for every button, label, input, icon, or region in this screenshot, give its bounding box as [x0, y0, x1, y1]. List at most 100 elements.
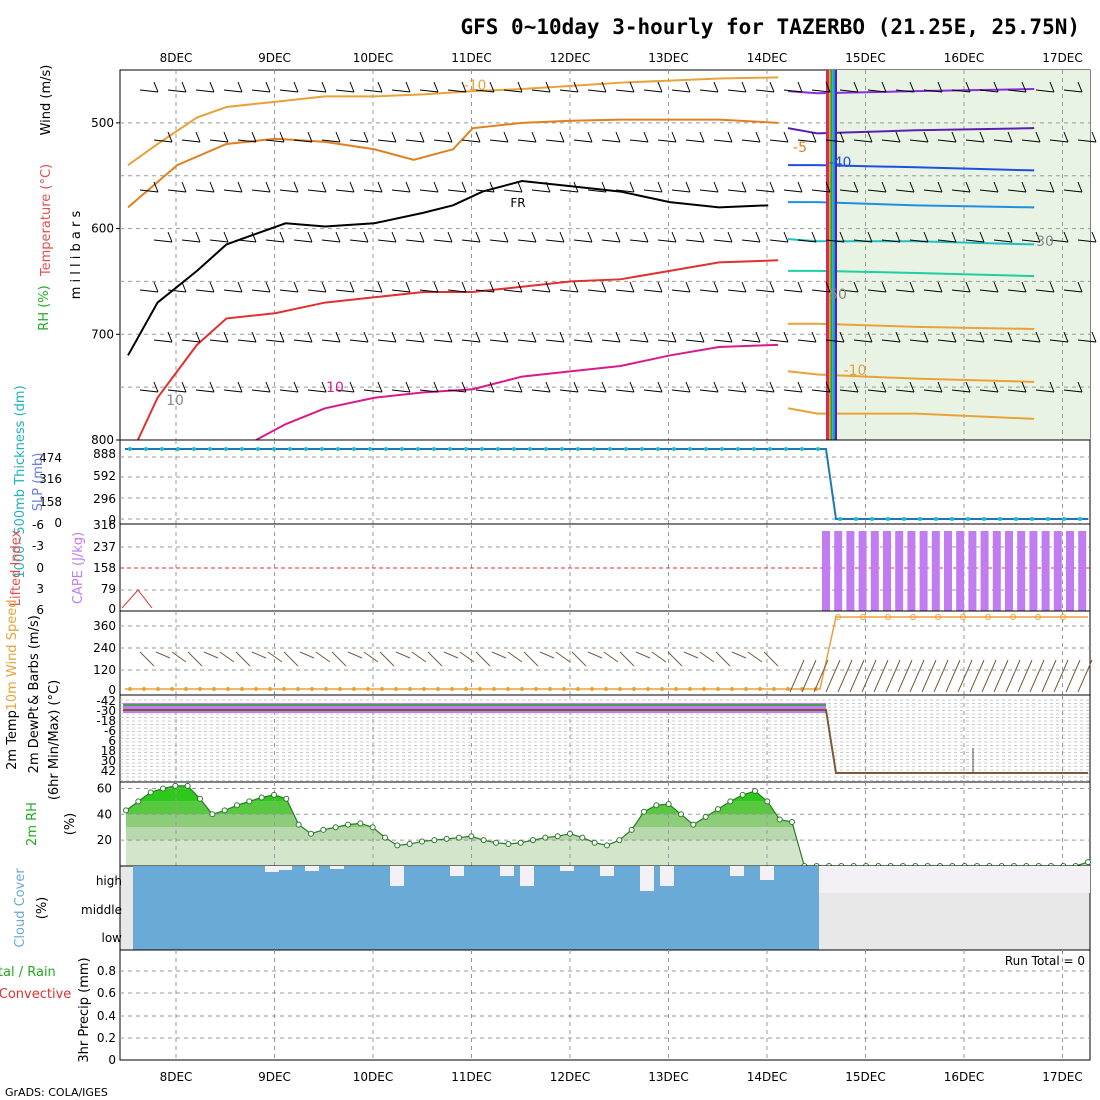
wind-barb: [331, 651, 347, 667]
wind-barb: [447, 189, 467, 193]
slp-point: [752, 447, 756, 451]
wind-barb-flag: [895, 231, 901, 243]
wind-barb-flag: [1007, 131, 1013, 143]
wind-barb: [945, 659, 961, 693]
slp-point: [400, 447, 404, 451]
wind-point: [380, 687, 384, 691]
date-axis-bottom: 8DEC 9DEC 10DEC 11DEC 12DEC 13DEC 14DEC 15DEC 16…: [160, 1070, 1083, 1084]
wind-barb: [657, 139, 677, 143]
wind-barb-flag: [503, 331, 509, 343]
wind-barb: [825, 659, 841, 693]
rh-point: [591, 839, 598, 846]
wind-barb: [615, 289, 635, 293]
wind-barb: [837, 659, 853, 693]
slp-point: [176, 447, 180, 451]
ylabel-text: Cloud Cover: [13, 868, 28, 948]
wind-barb-flag: [335, 131, 341, 143]
wind-barb-flag: [769, 381, 775, 393]
slp-point: [768, 447, 772, 451]
wind-barb: [965, 239, 985, 243]
wind-point: [632, 687, 636, 691]
wind-barb-flag: [349, 181, 355, 193]
cloud-level: low: [102, 931, 123, 945]
cape-bar: [992, 531, 1001, 611]
wind-barb: [993, 139, 1013, 143]
slp-point: [448, 447, 452, 451]
contour-label: 10: [326, 380, 344, 396]
wind-barb: [603, 651, 619, 663]
wind-barb: [635, 651, 651, 659]
wind-barb: [419, 289, 439, 293]
wind-barb: [763, 651, 779, 667]
rh-point: [468, 833, 475, 840]
wind-barb-flag: [825, 181, 831, 193]
wind-barb: [1077, 339, 1097, 343]
wind-barb: [181, 339, 201, 343]
wind-barb-flag: [783, 131, 789, 143]
wind-barb-flag: [1077, 81, 1083, 93]
wind-barb: [769, 139, 789, 143]
wind-barb-flag: [475, 231, 481, 243]
wind-barb: [1007, 89, 1027, 93]
date-tick-bottom: 17DEC: [1042, 1070, 1082, 1084]
slp-point: [496, 447, 500, 451]
slp-point: [528, 447, 532, 451]
rh-point: [332, 824, 339, 831]
ytick-wind: 240: [93, 641, 116, 655]
wind-point: [226, 687, 230, 691]
wind-barb: [571, 651, 587, 667]
rh-point: [517, 839, 524, 846]
wind-barb: [755, 89, 775, 93]
wind-barb: [881, 239, 901, 243]
wind-barb: [349, 339, 369, 343]
wind-point: [758, 687, 762, 691]
date-tick-bottom: 16DEC: [944, 1070, 984, 1084]
wind-barb: [885, 659, 901, 693]
wind-barb: [1007, 389, 1027, 393]
wind-barb: [909, 659, 925, 693]
panel-thickness-slp-frame: [119, 439, 1091, 525]
isotherm-line: [787, 322, 1035, 330]
wind-barb: [559, 189, 579, 193]
wind-barb: [363, 289, 383, 293]
wind-speed-line: [125, 614, 1093, 693]
wind-point: [688, 687, 692, 691]
wind-barb-flag: [209, 81, 215, 93]
wind-barb-flag: [237, 281, 243, 293]
wind-barb: [867, 89, 887, 93]
wind-barb: [881, 339, 901, 343]
wind-barb: [957, 659, 973, 693]
wind-barb-flag: [181, 181, 187, 193]
wind-barb-flag: [629, 281, 635, 293]
wind-barb-flag: [713, 381, 719, 393]
wind-barb: [251, 651, 267, 659]
rh-point: [419, 838, 425, 845]
wind-barb: [411, 651, 427, 663]
credit-label: GrADS: COLA/IGES: [5, 1086, 108, 1099]
wind-barb-flag: [433, 381, 439, 393]
ylabel-text: RH (%): [37, 285, 52, 330]
wind-barb: [517, 239, 537, 243]
cloud-clear: [819, 866, 1090, 893]
rh-point: [1085, 859, 1091, 866]
wind-barb: [699, 289, 719, 293]
wind-barb-flag: [797, 181, 803, 193]
wind-barb: [811, 189, 831, 193]
wind-point: [772, 687, 776, 691]
wind-barb-flag: [433, 81, 439, 93]
wind-barb: [699, 651, 715, 663]
wind-barb-flag: [545, 381, 551, 393]
wind-barb: [347, 651, 363, 659]
temp-ylabels: 2m Temp 2m DewPt (6hr Min/Max) (°C): [5, 680, 62, 800]
wind-barb-flag: [741, 181, 747, 193]
wind-barb-flag: [419, 131, 425, 143]
thickness-slp-ylabels: 1000~500mb Thickness (dm) SLP (mb): [13, 385, 46, 578]
rh-point: [456, 834, 462, 841]
wind-barb-flag: [951, 131, 957, 143]
slp-point: [1078, 517, 1082, 521]
wind-barb: [1063, 189, 1083, 193]
wind-barb-flag: [727, 331, 733, 343]
wind-barb: [783, 89, 803, 93]
upper-air-wind-barbs: [139, 81, 1097, 393]
slp-point: [838, 517, 842, 521]
